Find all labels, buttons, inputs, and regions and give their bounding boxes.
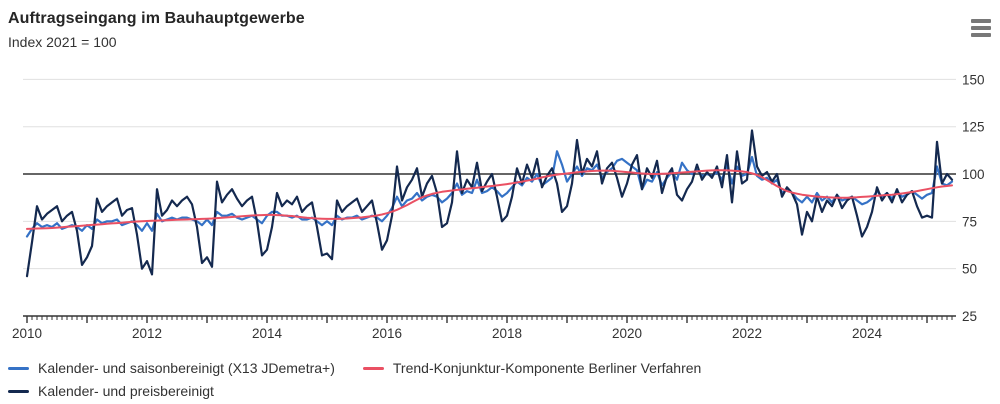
legend-item-saisonbereinigt[interactable]: Kalender- und saisonbereinigt (X13 JDeme…	[8, 360, 335, 376]
svg-text:125: 125	[962, 120, 985, 135]
svg-text:50: 50	[962, 262, 977, 277]
svg-text:2016: 2016	[372, 326, 402, 341]
svg-text:75: 75	[962, 214, 977, 229]
svg-text:2014: 2014	[252, 326, 283, 341]
svg-text:25: 25	[962, 309, 977, 324]
legend-label: Kalender- und saisonbereinigt (X13 JDeme…	[38, 360, 335, 376]
chart-plot-area: 2010 2012 2014 2016 2018 2020 2022 2024 150 125 10…	[0, 55, 1000, 355]
hamburger-menu-icon	[969, 19, 993, 37]
svg-text:100: 100	[962, 167, 985, 182]
legend-row-1: Kalender- und saisonbereinigt (X13 JDeme…	[8, 360, 988, 376]
svg-text:2020: 2020	[612, 326, 642, 341]
legend-label: Trend-Konjunktur-Komponente Berliner Ver…	[392, 360, 702, 376]
chart-svg: 2010 2012 2014 2016 2018 2020 2022 2024 150 125 10…	[12, 72, 985, 341]
legend-item-trend[interactable]: Trend-Konjunktur-Komponente Berliner Ver…	[362, 360, 702, 376]
chart-title: Auftragseingang im Bauhauptgewerbe	[8, 10, 305, 27]
legend-item-preisbereinigt[interactable]: Kalender- und preisbereinigt	[8, 383, 214, 399]
chart-header: Auftragseingang im Bauhauptgewerbe Index…	[8, 8, 305, 50]
legend-row-2: Kalender- und preisbereinigt	[8, 383, 988, 399]
line-swatch-navy-icon	[8, 389, 29, 393]
svg-text:2024: 2024	[852, 326, 883, 341]
chart-legend: Kalender- und saisonbereinigt (X13 JDeme…	[8, 360, 988, 404]
svg-text:2022: 2022	[732, 326, 762, 341]
legend-label: Kalender- und preisbereinigt	[38, 383, 214, 399]
chart-menu-button[interactable]	[967, 14, 995, 42]
chart-subtitle: Index 2021 = 100	[8, 34, 117, 50]
line-swatch-red-icon	[362, 366, 384, 370]
svg-text:150: 150	[962, 72, 985, 87]
svg-text:2018: 2018	[492, 326, 522, 341]
svg-text:2012: 2012	[132, 326, 162, 341]
line-swatch-blue-icon	[8, 366, 29, 370]
svg-text:2010: 2010	[12, 326, 42, 341]
